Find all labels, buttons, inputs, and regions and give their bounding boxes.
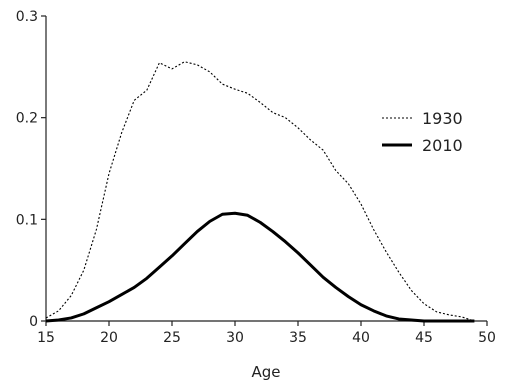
x-tick-label: 15 — [37, 330, 55, 346]
axes — [45, 16, 487, 322]
x-tick-label: 40 — [352, 330, 370, 346]
series-layer — [45, 61, 475, 323]
x-axis-title: Age — [251, 363, 280, 381]
x-tick-label: 50 — [478, 330, 496, 346]
x-tick-label: 30 — [226, 330, 244, 346]
x-tick-label: 45 — [415, 330, 433, 346]
series-line-1930 — [45, 61, 475, 322]
legend-label: 2010 — [422, 136, 463, 155]
x-tick-label: 20 — [100, 330, 118, 346]
y-tick-label: 0.1 — [16, 212, 38, 228]
y-axis-ticks: 0 0.1 0.2 0.3 — [16, 9, 46, 330]
legend-label: 1930 — [422, 109, 463, 128]
y-tick-label: 0 — [29, 314, 38, 330]
series-line-2010 — [45, 211, 475, 323]
x-axis-ticks: 15 20 25 30 35 40 45 50 — [37, 321, 496, 346]
legend: 1930 2010 — [382, 109, 463, 155]
x-tick-label: 35 — [289, 330, 307, 346]
y-tick-label: 0.2 — [16, 111, 38, 127]
y-tick-label: 0.3 — [16, 9, 38, 25]
x-tick-label: 25 — [163, 330, 181, 346]
